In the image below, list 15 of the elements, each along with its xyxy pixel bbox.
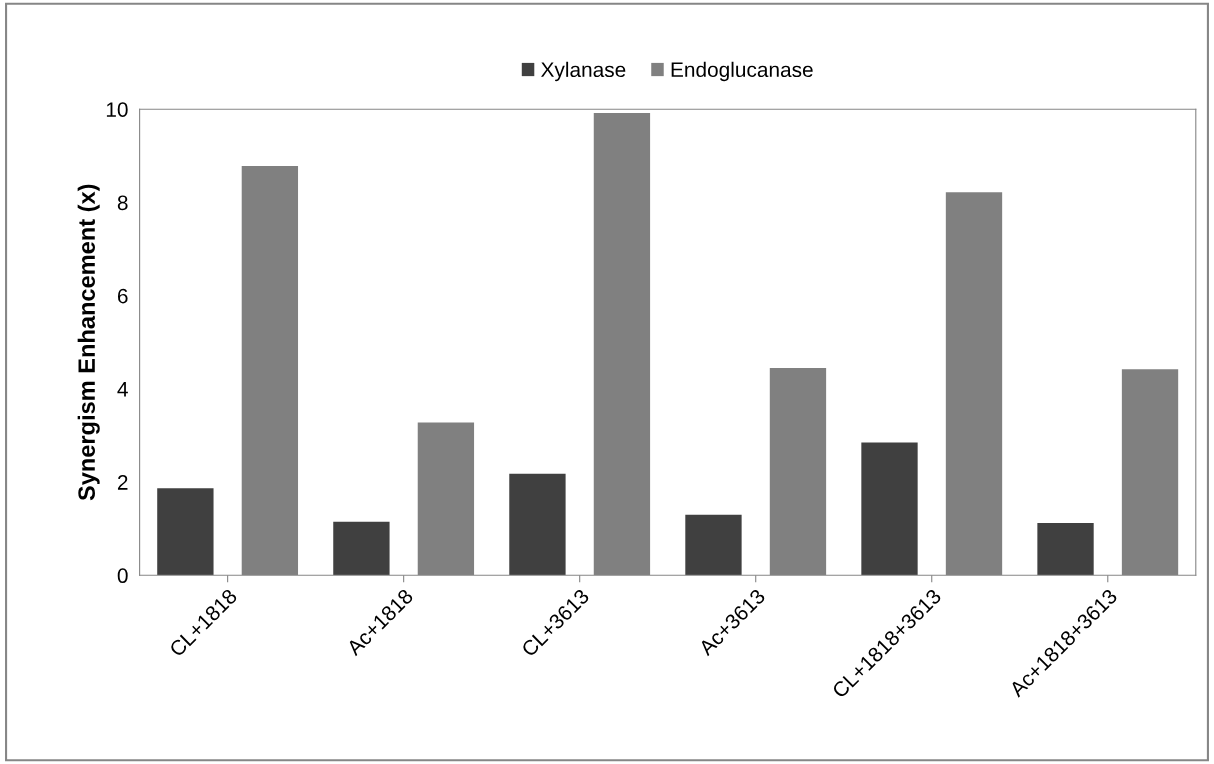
y-tick-label: 10 xyxy=(106,102,128,118)
bar xyxy=(157,488,214,576)
legend-label: Endoglucanase xyxy=(671,61,813,82)
y-tick-label: 2 xyxy=(117,475,128,490)
bar xyxy=(509,473,566,576)
legend-label: Xylanase xyxy=(541,61,626,82)
y-tick-label: 6 xyxy=(117,288,128,304)
bar xyxy=(1037,523,1094,576)
bar xyxy=(861,442,918,576)
y-tick-label: 8 xyxy=(117,195,128,211)
bar xyxy=(333,521,390,576)
y-axis-title: Synergism Enhancement (x) xyxy=(77,184,100,501)
y-tick-label: 4 xyxy=(117,382,128,397)
y-tick-label: 0 xyxy=(117,568,128,584)
bar xyxy=(685,514,742,576)
